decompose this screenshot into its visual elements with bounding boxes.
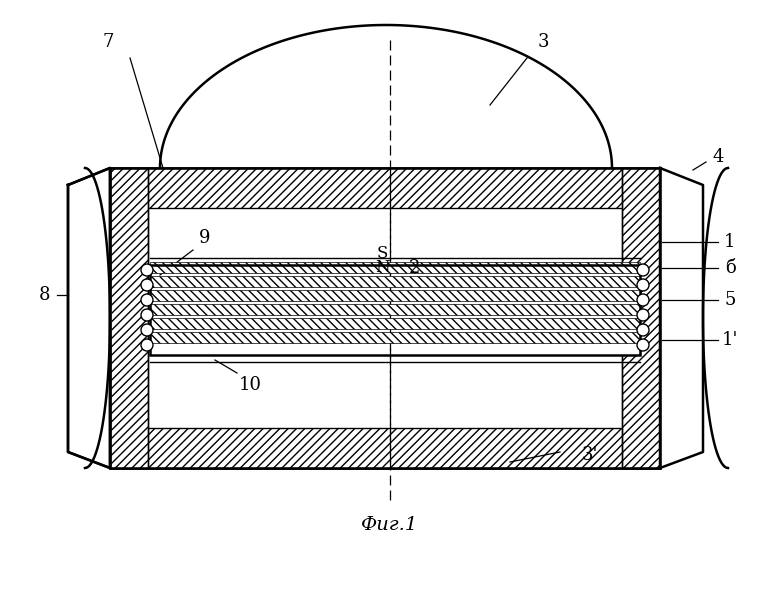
- Text: 4: 4: [712, 148, 724, 166]
- Text: 10: 10: [239, 376, 261, 394]
- Text: S: S: [376, 245, 388, 261]
- Circle shape: [637, 324, 649, 336]
- Circle shape: [637, 279, 649, 291]
- Circle shape: [637, 294, 649, 306]
- Text: Фиг.1: Фиг.1: [361, 516, 419, 534]
- Text: 9: 9: [199, 229, 211, 247]
- Bar: [110, 168, 660, 468]
- Text: 2: 2: [410, 259, 420, 277]
- Text: 3: 3: [537, 33, 549, 51]
- Circle shape: [637, 339, 649, 351]
- Bar: [110, 168, 660, 208]
- Bar: [150, 318, 640, 329]
- Bar: [110, 428, 660, 468]
- Bar: [622, 168, 660, 468]
- Circle shape: [637, 264, 649, 276]
- Circle shape: [141, 324, 153, 336]
- Text: 8: 8: [39, 286, 51, 304]
- Bar: [150, 276, 640, 287]
- Bar: [150, 262, 640, 273]
- Circle shape: [637, 309, 649, 321]
- Bar: [150, 290, 640, 301]
- Polygon shape: [68, 168, 110, 468]
- Bar: [150, 304, 640, 315]
- Circle shape: [141, 264, 153, 276]
- Circle shape: [141, 339, 153, 351]
- Circle shape: [141, 294, 153, 306]
- Text: 1': 1': [722, 331, 738, 349]
- Circle shape: [141, 279, 153, 291]
- Text: N: N: [374, 259, 389, 277]
- Circle shape: [141, 309, 153, 321]
- Bar: [150, 265, 640, 355]
- Bar: [110, 168, 660, 468]
- Text: б: б: [725, 259, 736, 277]
- Bar: [110, 168, 148, 468]
- Bar: [150, 332, 640, 343]
- Text: 5: 5: [725, 291, 736, 309]
- Text: 7: 7: [102, 33, 114, 51]
- Text: 3': 3': [582, 446, 598, 464]
- Polygon shape: [660, 168, 703, 468]
- Bar: [150, 265, 640, 355]
- Polygon shape: [660, 168, 703, 468]
- Text: 1: 1: [725, 233, 736, 251]
- Polygon shape: [68, 168, 110, 468]
